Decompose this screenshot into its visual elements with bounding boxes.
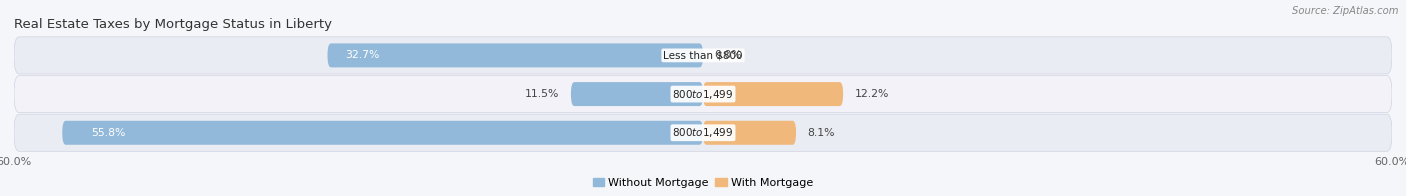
FancyBboxPatch shape [703,121,796,145]
FancyBboxPatch shape [703,82,844,106]
FancyBboxPatch shape [14,114,1392,151]
FancyBboxPatch shape [328,43,703,67]
Text: Less than $800: Less than $800 [664,50,742,60]
Text: 32.7%: 32.7% [344,50,380,60]
Text: $800 to $1,499: $800 to $1,499 [672,126,734,139]
Text: $800 to $1,499: $800 to $1,499 [672,88,734,101]
Text: 0.0%: 0.0% [714,50,742,60]
Text: Real Estate Taxes by Mortgage Status in Liberty: Real Estate Taxes by Mortgage Status in … [14,18,332,31]
Text: 55.8%: 55.8% [91,128,125,138]
Text: Source: ZipAtlas.com: Source: ZipAtlas.com [1292,6,1399,16]
FancyBboxPatch shape [14,75,1392,113]
FancyBboxPatch shape [14,37,1392,74]
Text: 12.2%: 12.2% [855,89,889,99]
Text: 8.1%: 8.1% [807,128,835,138]
Legend: Without Mortgage, With Mortgage: Without Mortgage, With Mortgage [588,173,818,192]
Text: 11.5%: 11.5% [524,89,560,99]
FancyBboxPatch shape [62,121,703,145]
FancyBboxPatch shape [571,82,703,106]
